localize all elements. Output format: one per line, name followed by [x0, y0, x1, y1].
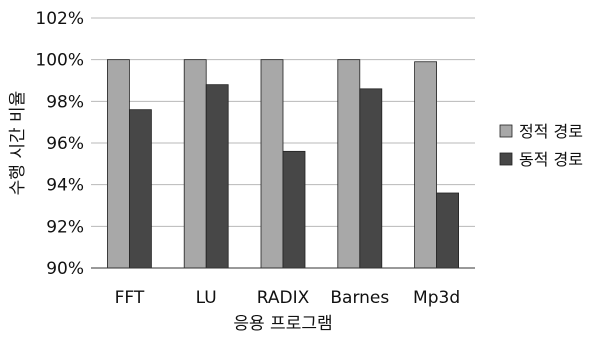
bar-mp3d-static	[414, 61, 438, 269]
bar-fft-dynamic	[128, 109, 152, 269]
y-tick-label: 100%	[35, 51, 84, 71]
bar-fft-static	[107, 59, 130, 269]
y-tick-label: 102%	[35, 9, 84, 29]
legend-swatch	[499, 152, 513, 166]
y-tick-label: 98%	[46, 92, 84, 112]
bar-radix-static	[260, 59, 284, 269]
x-tick-label: LU	[196, 288, 217, 308]
x-tick-label: RADIX	[257, 288, 310, 308]
y-tick-labels: 90% 92% 94% 96% 98% 100% 102%	[35, 9, 84, 279]
x-tick-label: Mp3d	[413, 288, 460, 308]
y-tick-label: 94%	[46, 176, 84, 196]
x-tick-label: FFT	[115, 288, 145, 308]
x-tick-label: Barnes	[330, 288, 389, 308]
bar-lu-dynamic	[205, 84, 229, 269]
y-axis-title: 수행 시간 비율	[8, 91, 28, 196]
legend-label: 정적 경로	[519, 122, 583, 141]
bar-radix-dynamic	[282, 150, 306, 269]
bar-lu-static	[183, 59, 207, 269]
bar-barnes-static	[337, 59, 361, 269]
bar-mp3d-dynamic	[436, 192, 460, 269]
x-axis-title: 응용 프로그램	[233, 314, 332, 334]
y-tick-label: 92%	[46, 217, 84, 237]
legend-swatch	[499, 124, 513, 138]
x-tick-labels: FFT LU RADIX Barnes Mp3d	[115, 288, 461, 308]
y-tick-label: 96%	[46, 134, 84, 154]
bars	[107, 59, 460, 269]
legend-label: 동적 경로	[519, 150, 583, 169]
bar-barnes-dynamic	[359, 88, 383, 269]
y-tick-label: 90%	[46, 259, 84, 279]
